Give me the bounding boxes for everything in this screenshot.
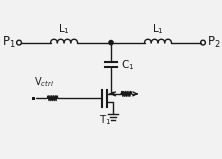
Text: P$_1$: P$_1$ [2,35,15,50]
Text: C$_1$: C$_1$ [121,58,134,72]
Text: T$_1$: T$_1$ [99,114,111,127]
Text: L$_1$: L$_1$ [58,22,70,36]
Text: V$_{ctrl}$: V$_{ctrl}$ [34,75,54,89]
Circle shape [109,41,113,45]
Text: P$_2$: P$_2$ [207,35,220,50]
Text: L$_1$: L$_1$ [152,22,164,36]
FancyBboxPatch shape [32,97,35,100]
